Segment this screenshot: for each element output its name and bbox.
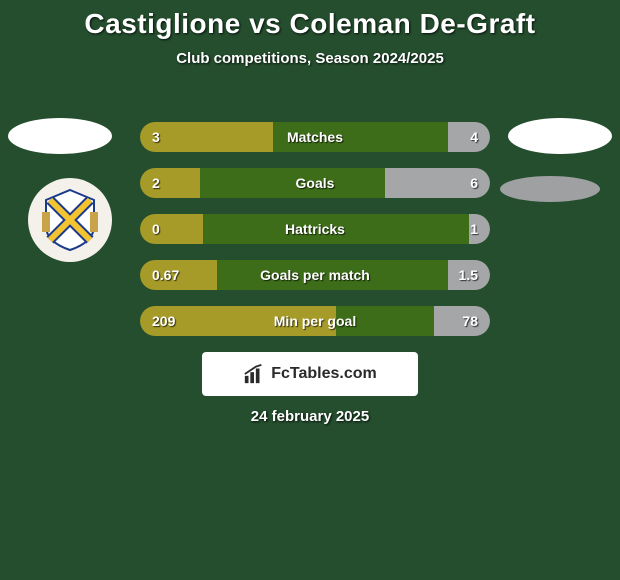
stat-row: 01Hattricks xyxy=(140,214,490,244)
stat-row: 26Goals xyxy=(140,168,490,198)
stat-row: 34Matches xyxy=(140,122,490,152)
page-title: Castiglione vs Coleman De-Graft xyxy=(0,0,620,40)
brand-text: FcTables.com xyxy=(271,365,377,383)
player2-logo-2 xyxy=(500,176,600,202)
bar-label: Goals per match xyxy=(140,260,490,290)
bar-label: Min per goal xyxy=(140,306,490,336)
player2-logo-1 xyxy=(508,118,612,154)
stat-row: 20978Min per goal xyxy=(140,306,490,336)
crest-icon xyxy=(36,186,104,254)
player1-logo-1 xyxy=(8,118,112,154)
stat-row: 0.671.5Goals per match xyxy=(140,260,490,290)
bar-label: Goals xyxy=(140,168,490,198)
chart-icon xyxy=(243,363,265,385)
bar-label: Matches xyxy=(140,122,490,152)
bar-label: Hattricks xyxy=(140,214,490,244)
comparison-card: Castiglione vs Coleman De-Graft Club com… xyxy=(0,0,620,580)
player1-club-crest xyxy=(28,178,112,262)
brand-badge: FcTables.com xyxy=(202,352,418,396)
date-text: 24 february 2025 xyxy=(0,408,620,425)
subtitle: Club competitions, Season 2024/2025 xyxy=(0,50,620,67)
stat-bars: 34Matches 26Goals 01Hattricks 0.671.5Goals … xyxy=(140,122,490,352)
